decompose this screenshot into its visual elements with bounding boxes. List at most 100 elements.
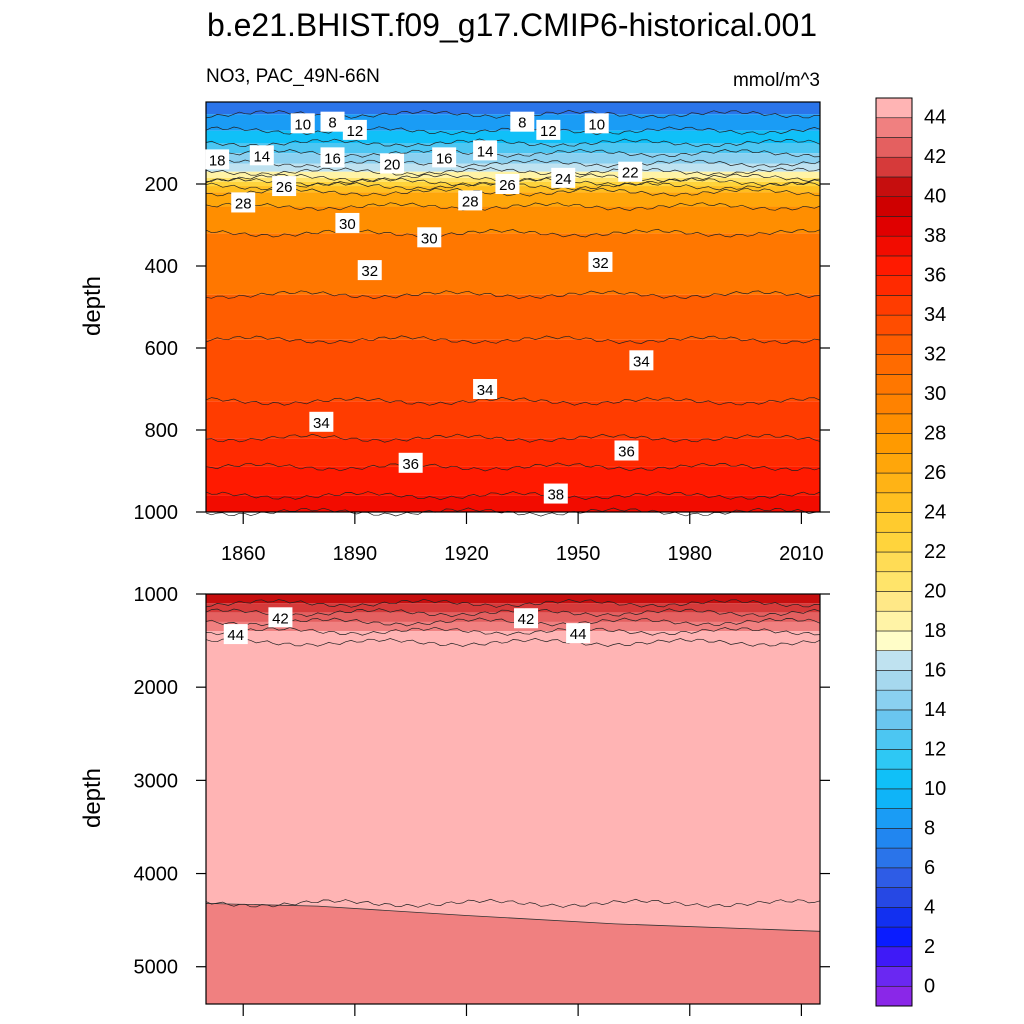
- contour-line: [205, 638, 821, 647]
- colorbar-box: [875, 966, 913, 987]
- contour-band: [206, 153, 820, 164]
- upper-ylabel: depth: [79, 276, 106, 336]
- contour-label-text: 12: [540, 123, 557, 140]
- contour-label-text: 38: [547, 487, 564, 504]
- colorbar-box: [875, 156, 913, 178]
- colorbar-box: [875, 393, 913, 415]
- colorbar-box: [875, 97, 913, 119]
- contour-band: [206, 339, 820, 402]
- colorbar-frame: [875, 97, 913, 1007]
- upper-subtitle-left: NO3, PAC_49N-66N: [206, 66, 380, 87]
- contour-label-text: 10: [294, 116, 311, 133]
- contour-band: [206, 163, 820, 172]
- colorbar-label: 8: [924, 817, 935, 839]
- contour-label-text: 44: [227, 627, 244, 644]
- x-tick-label: 1890: [333, 543, 378, 565]
- contour-label: 10: [584, 113, 609, 134]
- colorbar-box: [875, 374, 913, 395]
- colorbar-box: [875, 926, 913, 948]
- colorbar-label: 2: [924, 936, 935, 958]
- y-tick-label: 4000: [134, 864, 179, 886]
- contour-label: 36: [614, 440, 639, 461]
- colorbar-box: [875, 314, 913, 336]
- colorbar-box: [875, 670, 913, 691]
- plot-frame: [205, 101, 821, 513]
- colorbar-label: 44: [924, 107, 946, 129]
- contour-line: [205, 228, 821, 238]
- colorbar-label: 36: [924, 265, 946, 287]
- contour-label: 24: [551, 167, 576, 188]
- colorbar-label: 40: [924, 186, 946, 208]
- colorbar-box: [875, 749, 913, 770]
- colorbar-box: [875, 275, 913, 296]
- colorbar-box: [875, 453, 913, 474]
- contour-band: [206, 612, 820, 622]
- contour-label-text: 10: [588, 116, 605, 133]
- contour-label-text: 26: [499, 177, 516, 194]
- contour-label-text: 16: [436, 150, 453, 167]
- contour-line: [205, 167, 821, 177]
- contour-label: 12: [342, 119, 367, 140]
- contour-label-text: 16: [324, 150, 341, 167]
- colorbar-box: [875, 907, 913, 928]
- colorbar-box: [875, 610, 913, 632]
- colorbar-box: [875, 295, 913, 316]
- contour-band: [206, 594, 820, 604]
- contour-label: 16: [432, 147, 457, 168]
- contour-band: [206, 495, 820, 512]
- contour-band: [206, 143, 820, 154]
- y-tick-label: 3000: [134, 770, 179, 792]
- colorbar-box: [875, 571, 913, 592]
- contour-label-text: 30: [339, 216, 356, 233]
- contour-label-text: 34: [477, 382, 494, 399]
- contour-label-text: 34: [633, 353, 650, 370]
- contour-label: 28: [231, 192, 256, 213]
- colorbar-label: 14: [924, 699, 946, 721]
- colorbar-box: [875, 808, 913, 829]
- y-tick-label: 5000: [134, 957, 179, 979]
- contour-label: 30: [335, 212, 360, 233]
- colorbar-box: [875, 689, 913, 711]
- colorbar-box: [875, 985, 913, 1007]
- colorbar-label: 34: [924, 304, 946, 326]
- contour-band: [206, 466, 820, 496]
- contour-band: [206, 438, 820, 467]
- contour-label-text: 24: [555, 171, 572, 188]
- contour-label-text: 36: [402, 456, 419, 473]
- contour-label-text: 34: [313, 415, 330, 432]
- colorbar-label: 6: [924, 857, 935, 879]
- contour-label-text: 32: [592, 255, 609, 272]
- contour-line: [205, 396, 821, 406]
- colorbar-box: [875, 354, 913, 375]
- y-tick-label: 1000: [134, 502, 179, 524]
- contour-label: 8: [510, 111, 535, 132]
- contour-label: 44: [223, 624, 248, 645]
- contour-line: [205, 187, 821, 197]
- colorbar: 0246810121416182022242628303234363840424…: [875, 97, 946, 1007]
- lower-ylabel: depth: [79, 768, 106, 828]
- contour-band: [206, 642, 820, 904]
- colorbar-box: [875, 235, 913, 257]
- contour-label: 32: [588, 251, 613, 272]
- contour-label-text: 8: [328, 115, 336, 132]
- contour-band: [206, 294, 820, 340]
- colorbar-box: [875, 512, 913, 533]
- chart-title: b.e21.BHIST.f09_g17.CMIP6-historical.001: [207, 7, 817, 43]
- colorbar-box: [875, 492, 913, 513]
- contour-label: 8: [320, 111, 345, 132]
- colorbar-box: [875, 591, 913, 612]
- contour-label-text: 12: [347, 123, 364, 140]
- contour-label: 10: [290, 113, 315, 134]
- x-tick-label: 1980: [668, 543, 713, 565]
- colorbar-box: [875, 630, 913, 651]
- contour-label: 14: [473, 140, 498, 161]
- contour-label-text: 26: [276, 179, 293, 196]
- contour-band: [206, 233, 820, 295]
- colorbar-box: [875, 946, 913, 967]
- contour-band: [206, 206, 820, 234]
- contour-label-text: 14: [477, 143, 494, 160]
- contour-label: 42: [268, 607, 293, 628]
- contour-line: [205, 159, 821, 168]
- colorbar-label: 16: [924, 659, 946, 681]
